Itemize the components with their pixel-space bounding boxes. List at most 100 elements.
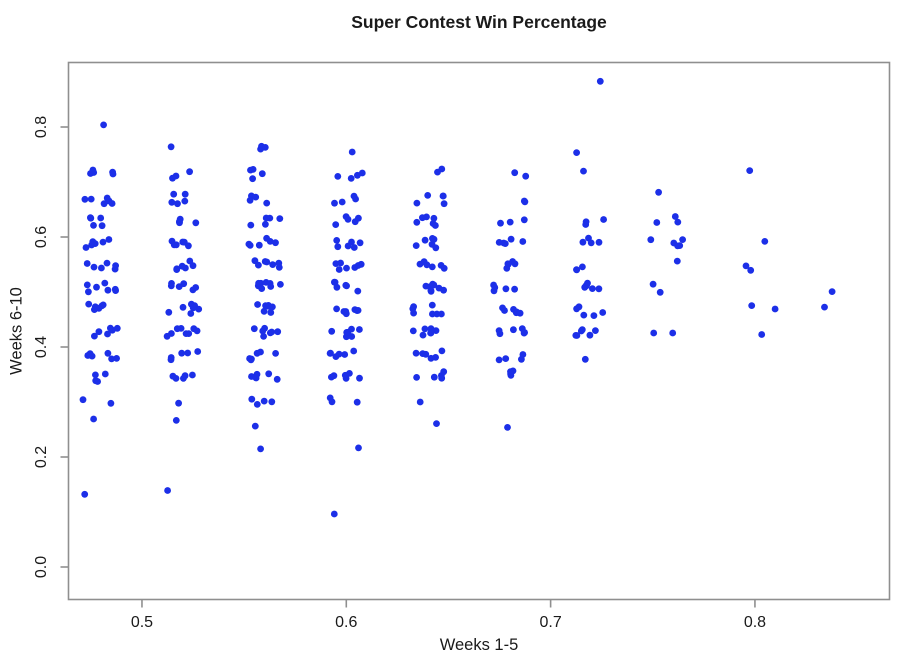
data-point [276,215,284,223]
data-point [599,309,607,316]
data-point [334,243,342,251]
data-point [89,166,97,174]
data-point [506,218,514,226]
data-point [430,235,438,243]
data-point [439,192,447,200]
x-axis-label: Weeks 1-5 [439,636,519,654]
data-point [265,370,273,378]
data-point [167,282,175,290]
data-point [674,242,681,250]
data-point [85,300,93,308]
data-point [589,285,596,292]
data-point [105,236,113,243]
data-point [189,262,197,270]
data-point [258,285,266,292]
data-point [671,213,679,220]
data-point [356,374,363,382]
data-point [90,415,97,423]
data-point [187,310,195,317]
data-point [761,238,769,245]
data-point [520,216,528,224]
data-point [507,368,514,375]
data-point [655,188,662,196]
data-point [113,355,120,362]
data-point [326,350,334,357]
data-point [596,77,604,85]
data-point [440,264,448,272]
data-point [263,258,271,266]
data-point [253,349,261,357]
data-point [742,262,750,270]
data-point [419,331,427,339]
data-point [103,194,111,202]
data-point [600,216,607,223]
data-point [410,303,417,310]
data-point [747,266,755,274]
data-point [173,266,181,273]
data-point [432,222,439,229]
data-point [111,285,119,293]
data-point [416,398,424,406]
data-point [109,170,117,178]
data-point [595,285,603,293]
data-point [516,309,524,317]
x-tick-label: 0.8 [744,614,766,631]
data-point [269,303,276,311]
data-point [245,240,253,248]
data-point [427,329,435,337]
data-point [185,242,192,250]
data-point [248,395,256,403]
data-point [260,307,268,315]
data-point [108,200,116,207]
data-point [85,288,92,296]
data-point [412,242,420,250]
data-point [173,325,181,333]
data-point [104,286,112,294]
data-point [440,286,447,294]
data-point [746,167,754,175]
data-point [334,173,342,180]
data-point [92,371,99,379]
data-point [350,347,358,355]
data-point [346,370,353,377]
x-tick-label: 0.7 [539,614,561,631]
data-point [180,375,187,382]
data-point [98,264,105,272]
data-point [581,355,589,363]
data-point [352,195,359,203]
data-point [103,259,111,267]
data-point [335,350,343,358]
data-point [335,266,343,273]
data-point [178,349,186,357]
data-point [168,237,176,245]
data-point [647,236,655,244]
data-point [510,326,517,334]
data-point [649,280,657,288]
data-point [79,396,87,404]
data-point [419,350,427,357]
data-point [423,213,430,221]
data-point [263,234,270,242]
data-point [252,374,260,382]
data-point [504,424,511,431]
data-point [172,172,180,180]
data-point [354,307,362,314]
data-point [108,355,115,363]
data-point [194,348,202,355]
data-point [354,262,362,269]
data-point [97,214,105,222]
data-point [347,175,355,182]
data-point [673,257,681,265]
data-point [432,244,440,252]
data-point [433,420,440,427]
data-point [511,260,519,268]
data-point [579,238,587,246]
data-point [83,260,91,267]
data-point [432,354,439,361]
data-point [333,237,341,244]
data-point [412,349,420,357]
data-point [586,331,594,339]
data-point [495,239,503,246]
data-point [423,261,431,269]
